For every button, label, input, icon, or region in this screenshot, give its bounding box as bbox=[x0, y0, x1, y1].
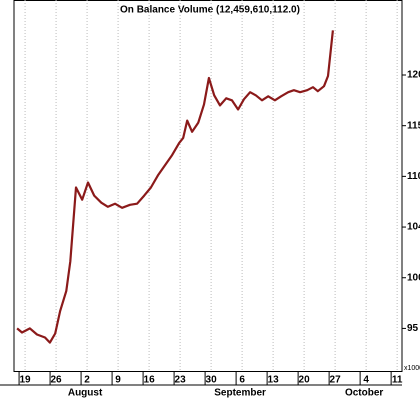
x-tick-label: 20 bbox=[299, 375, 311, 386]
month-label: October bbox=[345, 388, 383, 399]
chart-title: On Balance Volume (12,459,610,112.0) bbox=[120, 5, 300, 16]
x-tick-label: 11 bbox=[392, 375, 403, 386]
plot-frame bbox=[13, 0, 403, 372]
x-tick-label: 23 bbox=[175, 375, 187, 386]
x-tick-label: 6 bbox=[239, 375, 245, 386]
y-tick-label: 115 bbox=[407, 120, 420, 131]
y-tick-label: 104 bbox=[407, 222, 420, 233]
y-tick-label: 100 bbox=[407, 272, 420, 283]
y-tick-label: 95 bbox=[407, 323, 419, 334]
x-tick-label: 2 bbox=[84, 375, 90, 386]
x-tick-label: 27 bbox=[330, 375, 342, 386]
x-tick-label: 30 bbox=[206, 375, 218, 386]
x-tick-label: 26 bbox=[51, 375, 63, 386]
x-tick-label: 13 bbox=[268, 375, 280, 386]
x-tick-label: 19 bbox=[20, 375, 32, 386]
x-tick-label: 16 bbox=[144, 375, 156, 386]
x-tick-label: 9 bbox=[115, 375, 121, 386]
month-label: September bbox=[214, 388, 266, 399]
x-tick-label: 4 bbox=[363, 375, 369, 386]
y-unit: x1000 bbox=[404, 365, 420, 372]
data-line bbox=[16, 30, 334, 344]
y-tick-label: 110 bbox=[407, 171, 420, 182]
y-tick-label: 120 bbox=[407, 70, 420, 81]
month-label: August bbox=[68, 388, 103, 399]
